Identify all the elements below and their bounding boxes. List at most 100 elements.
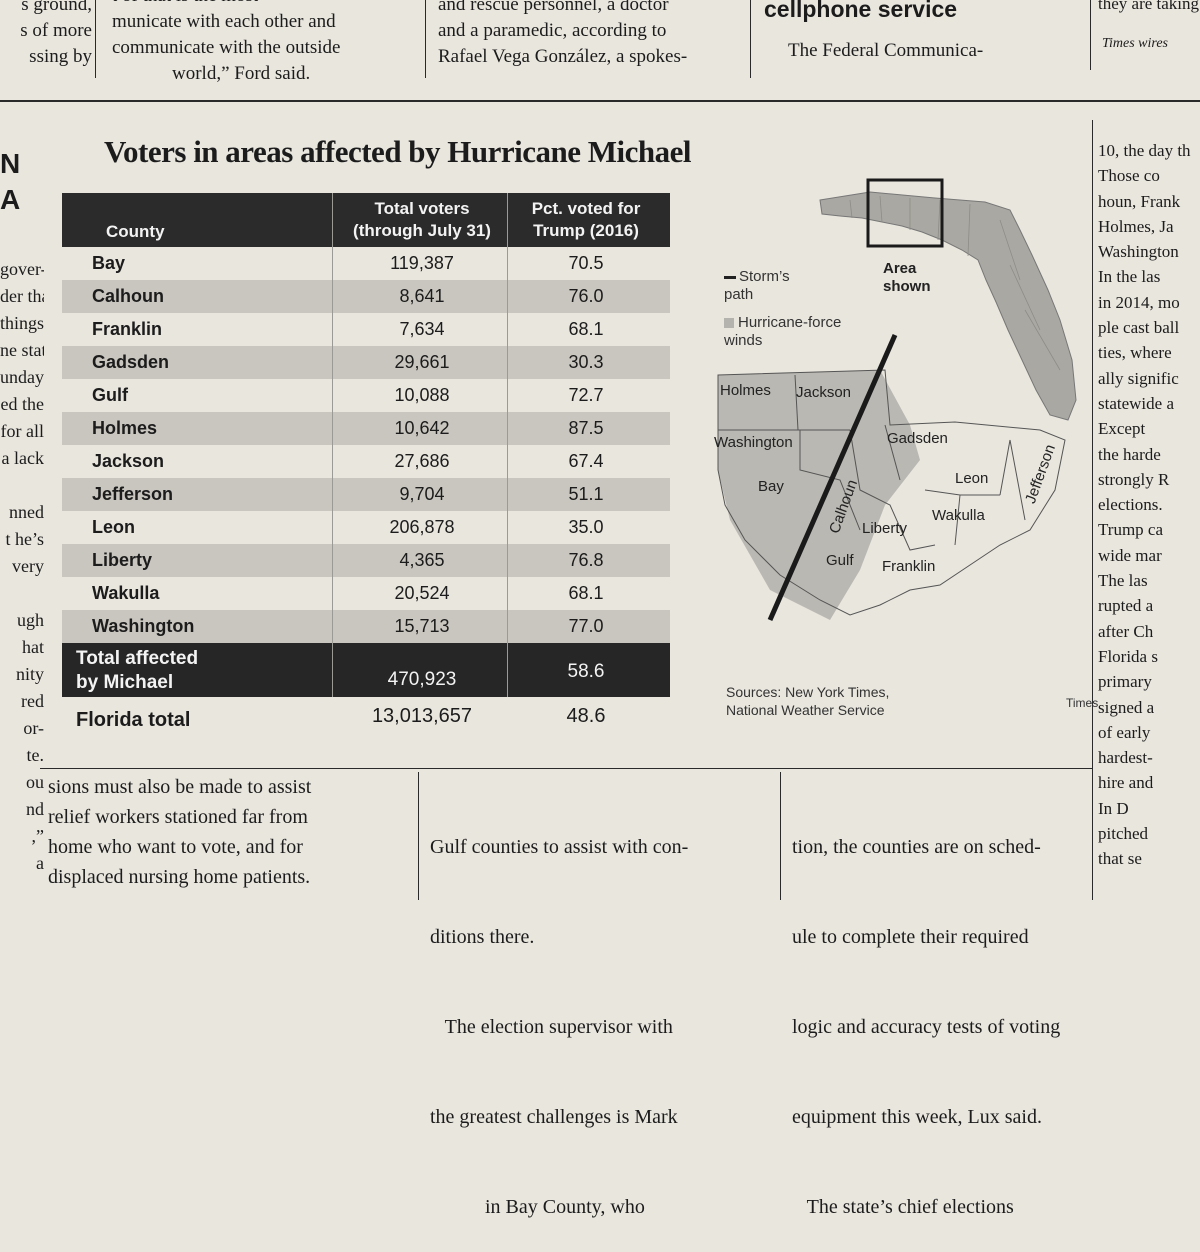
text-line: the harde: [1098, 444, 1161, 464]
subhead-cellphone-service: cellphone service: [764, 0, 958, 22]
right-column: 10, the day th Those co houn, Frank Holmes,…: [1098, 138, 1200, 872]
top-column-b: t of that is the most municate with each…: [112, 0, 422, 87]
pct-trump-cell: 67.4: [568, 451, 604, 471]
text-line: very: [12, 556, 44, 576]
column-rule: [418, 772, 419, 900]
table-header: County Total voters (through July 31) Pc…: [62, 193, 670, 247]
storm-path-line: [767, 333, 898, 622]
hurricane-winds-area: [718, 370, 920, 620]
text-line: equipment this week, Lux said.: [792, 1106, 1042, 1128]
table-row: Wakulla 20,524 68.1: [62, 577, 670, 610]
text-line: Washington: [1098, 242, 1179, 262]
top-column-e: they are taking Times wires: [1098, 0, 1200, 52]
text-line: a lack: [1, 448, 44, 468]
pct-trump-cell: 30.3: [568, 352, 604, 372]
county-lines: [849, 195, 1061, 371]
text-line: and a paramedic, according to: [438, 20, 667, 41]
table-row: Washington 15,713 77.0: [62, 610, 670, 643]
table-row: Liberty 4,365 76.8: [62, 544, 670, 577]
table-row: Holmes 10,642 87.5: [62, 412, 670, 445]
graphic-bottom-rule: [40, 768, 1092, 769]
florida-locator-map: [819, 178, 1077, 421]
legend-storm-path-label: Storm’s path: [724, 268, 790, 303]
table-row: Gulf 10,088 72.7: [62, 379, 670, 412]
column-rule: [425, 0, 426, 78]
text-line: tion, the counties are on sched-: [792, 836, 1041, 858]
total-affected-pct: 58.6: [567, 661, 605, 682]
text-line: municate with each other and: [112, 11, 336, 32]
text-line: te.: [26, 745, 45, 765]
text-line: Those co: [1098, 166, 1160, 186]
text-line: der that: [0, 286, 44, 306]
county-cell: Leon: [92, 517, 135, 537]
column-rule: [1092, 120, 1093, 900]
florida-total-label: Florida total: [76, 709, 191, 731]
total-voters-cell: 7,634: [399, 319, 445, 339]
total-voters-cell: 20,524: [394, 583, 450, 603]
total-voters-cell: 15,713: [394, 616, 450, 636]
text-line: Holmes, Ja: [1098, 216, 1174, 236]
text-line: logic and accuracy tests of voting: [792, 1016, 1061, 1038]
text-line: In the las: [1098, 267, 1161, 287]
text-line: statewide a: [1098, 393, 1174, 413]
county-label-holmes: Holmes: [720, 382, 771, 399]
text-line: of early: [1098, 722, 1151, 742]
text-line: home who want to vote, and for: [48, 836, 303, 858]
text-line: t he’s: [5, 529, 45, 549]
header-total-voters: Total voters (through July 31): [353, 199, 491, 240]
county-label-wakulla: Wakulla: [932, 507, 985, 524]
pct-trump-cell: 35.0: [568, 517, 604, 537]
text-line: 10, the day th: [1098, 141, 1191, 160]
total-affected-row: Total affected by Michael 470,923 58.6: [62, 643, 670, 697]
text-line: ally signific: [1098, 368, 1179, 388]
heading-letter: A: [0, 184, 21, 215]
text-line: Gulf counties to assist with con-: [430, 836, 689, 858]
text-line: ugh: [17, 610, 44, 630]
total-voters-cell: 8,641: [399, 286, 445, 306]
map-sources: Sources: New York Times, National Weathe…: [726, 684, 890, 718]
text-line: for all: [0, 421, 44, 441]
county-cell: Washington: [92, 616, 195, 636]
text-line: ,”: [31, 826, 45, 846]
table-row: Bay 119,387 70.5: [62, 247, 670, 280]
text-line: signed a: [1098, 697, 1155, 717]
county-label-leon: Leon: [955, 470, 989, 487]
county-cell: Wakulla: [92, 583, 160, 603]
text-line: ditions there.: [430, 926, 535, 948]
county-cell: Bay: [92, 253, 126, 273]
total-voters-cell: 119,387: [390, 253, 454, 273]
total-voters-cell: 29,661: [394, 352, 450, 372]
affected-counties-map: [717, 333, 1066, 622]
pct-trump-cell: 76.8: [568, 550, 604, 570]
area-shown-box: [866, 178, 944, 248]
text-line: wide mar: [1098, 545, 1162, 565]
total-voters-cell: 27,686: [394, 451, 450, 471]
florida-total-pct: 48.6: [566, 705, 606, 727]
county-cell: Gadsden: [92, 352, 170, 372]
header-county: County: [106, 222, 165, 241]
column-rule: [95, 0, 96, 78]
total-voters-cell: 4,365: [399, 550, 445, 570]
column-rule: [780, 772, 781, 900]
section-rule: [0, 100, 1200, 102]
header-pct-trump: Pct. voted for Trump (2016): [531, 199, 641, 240]
florida-outline: [819, 191, 1077, 421]
text-line: s of more: [20, 20, 92, 41]
text-line: ule to complete their required: [792, 926, 1029, 948]
bottom-column-b: Gulf counties to assist with con- dition…: [430, 772, 776, 1252]
table-row: Gadsden 29,661 30.3: [62, 346, 670, 379]
column-rule: [1090, 0, 1091, 70]
text-line: ou: [26, 772, 44, 792]
storm-path-swatch: [724, 275, 736, 279]
florida-total-row: Florida total 13,013,657 48.6: [62, 697, 670, 737]
text-line: ed the: [0, 394, 44, 414]
text-line: elections.: [1098, 495, 1163, 515]
county-cell: Franklin: [92, 319, 163, 339]
pct-trump-cell: 72.7: [568, 385, 604, 405]
text-line: Florida s: [1098, 646, 1158, 666]
total-voters-cell: 9,704: [399, 484, 445, 504]
county-label-gulf: Gulf: [826, 552, 854, 569]
text-line: ssing by: [29, 46, 92, 67]
text-line: and rescue personnel, a doctor: [438, 0, 669, 15]
text-line: ple cast ball: [1098, 318, 1180, 338]
